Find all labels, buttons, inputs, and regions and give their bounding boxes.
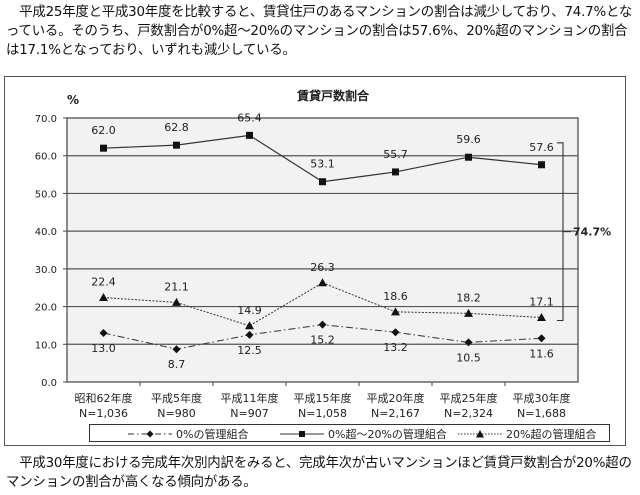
x-sample-size: N=980 bbox=[157, 407, 195, 420]
x-tick-label: 平成5年度 bbox=[151, 391, 202, 405]
data-label: 55.7 bbox=[383, 148, 408, 161]
chart-title: 賃貸戸数割合 bbox=[296, 88, 370, 103]
triangle-marker bbox=[172, 297, 181, 306]
chart-legend: 0%の管理組合 0%超～20%の管理組合 20%超の管理組合 bbox=[89, 424, 610, 442]
data-label: 53.1 bbox=[310, 158, 335, 171]
bracket-label: 74.7% bbox=[573, 226, 611, 239]
data-labels: 13.0 8.7 12.5 15.2 13.2 10.5 11.6 62.0 62.8 65.4 5… bbox=[91, 111, 554, 371]
plot-area bbox=[66, 117, 579, 383]
y-tick-label: 60.0 bbox=[35, 152, 57, 163]
square-marker bbox=[173, 141, 180, 149]
square-marker bbox=[100, 144, 107, 152]
total-bracket-annotation: 74.7% bbox=[557, 142, 611, 322]
diamond-marker bbox=[172, 345, 181, 354]
triangle-marker bbox=[537, 313, 546, 322]
square-marker bbox=[465, 153, 472, 161]
x-tick-label: 平成15年度 bbox=[294, 391, 352, 405]
y-tick-label: 30.0 bbox=[35, 265, 57, 276]
triangle-marker bbox=[99, 293, 108, 302]
y-tick-label: 50.0 bbox=[35, 189, 57, 200]
data-label: 11.6 bbox=[529, 347, 554, 360]
data-label: 65.4 bbox=[237, 111, 262, 124]
data-label: 62.8 bbox=[164, 121, 189, 134]
data-label: 17.1 bbox=[529, 296, 554, 309]
data-label: 22.4 bbox=[91, 276, 116, 289]
diamond-marker bbox=[245, 330, 254, 339]
data-label: 13.0 bbox=[91, 342, 116, 355]
x-tick-label: 平成11年度 bbox=[221, 391, 279, 405]
data-label: 18.6 bbox=[383, 290, 408, 303]
x-sample-size: N=907 bbox=[230, 407, 268, 420]
data-label: 14.9 bbox=[237, 304, 262, 317]
outro-paragraph: 平成30年度における完成年次別内訳をみると、完成年次が古いマンションほど賃貸戸数… bbox=[6, 456, 632, 490]
y-axis: 0.0 10.0 20.0 30.0 40.0 50.0 60.0 70.0 bbox=[35, 114, 67, 389]
data-label: 59.6 bbox=[456, 133, 481, 146]
x-sample-size: N=2,167 bbox=[371, 407, 420, 420]
x-sample-size: N=1,036 bbox=[79, 407, 128, 420]
data-label: 8.7 bbox=[168, 358, 186, 371]
legend-item-up-to-20-percent: 0%超～20%の管理組合 bbox=[280, 426, 447, 442]
y-axis-unit: % bbox=[67, 93, 79, 107]
x-sample-size: N=2,324 bbox=[444, 407, 493, 420]
y-tick-label: 10.0 bbox=[35, 340, 57, 351]
data-label: 12.5 bbox=[237, 344, 262, 357]
x-tick-label: 平成30年度 bbox=[513, 391, 571, 405]
diamond-marker bbox=[99, 328, 108, 337]
data-label: 21.1 bbox=[164, 280, 189, 293]
data-label: 10.5 bbox=[456, 351, 481, 364]
legend-item-zero-percent: 0%の管理組合 bbox=[128, 426, 248, 442]
legend-label: 20%超の管理組合 bbox=[506, 428, 597, 441]
square-marker bbox=[246, 131, 253, 139]
legend-label: 0%の管理組合 bbox=[176, 428, 249, 441]
triangle-dotted-line-icon bbox=[458, 430, 502, 438]
series-lines bbox=[99, 131, 546, 354]
square-marker bbox=[319, 178, 326, 186]
legend-item-over-20-percent: 20%超の管理組合 bbox=[458, 426, 596, 442]
diamond-marker bbox=[318, 320, 327, 329]
x-tick-label: 昭和62年度 bbox=[75, 391, 133, 405]
data-label: 62.0 bbox=[91, 124, 116, 137]
y-tick-label: 0.0 bbox=[41, 378, 57, 389]
square-solid-line-icon bbox=[280, 431, 324, 437]
triangle-marker bbox=[245, 321, 254, 330]
square-marker bbox=[538, 161, 545, 169]
triangle-marker bbox=[318, 278, 327, 287]
diamond-marker bbox=[464, 338, 473, 347]
x-axis: 昭和62年度 N=1,036 平成5年度 N=980 平成11年度 N=907 平成15年度… bbox=[75, 382, 571, 420]
x-tick-label: 平成25年度 bbox=[440, 391, 498, 405]
diamond-dash-dot-icon bbox=[128, 430, 172, 438]
triangle-marker bbox=[464, 308, 473, 317]
legend-label: 0%超～20%の管理組合 bbox=[328, 428, 447, 441]
data-label: 18.2 bbox=[456, 291, 481, 304]
x-sample-size: N=1,688 bbox=[517, 407, 566, 420]
data-label: 57.6 bbox=[529, 141, 554, 154]
triangle-marker bbox=[391, 307, 400, 316]
diamond-marker bbox=[391, 328, 400, 337]
y-tick-label: 70.0 bbox=[35, 114, 57, 125]
square-marker bbox=[392, 168, 399, 176]
y-tick-label: 20.0 bbox=[35, 303, 57, 314]
intro-paragraph: 平成25年度と平成30年度を比較すると、賃貸住戸のあるマンションの割合は減少して… bbox=[6, 5, 633, 58]
x-sample-size: N=1,058 bbox=[298, 407, 347, 420]
diamond-marker bbox=[537, 334, 546, 343]
y-tick-label: 40.0 bbox=[35, 227, 57, 238]
x-tick-label: 平成20年度 bbox=[367, 391, 425, 405]
data-label: 15.2 bbox=[310, 334, 335, 347]
data-label: 26.3 bbox=[310, 261, 335, 274]
data-label: 13.2 bbox=[383, 341, 408, 354]
